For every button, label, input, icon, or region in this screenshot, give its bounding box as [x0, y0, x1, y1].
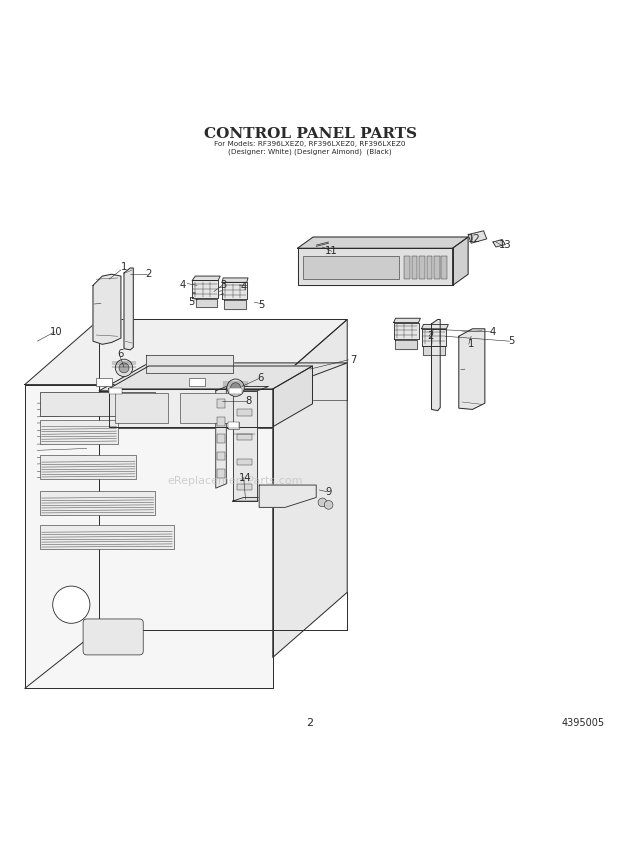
Text: 10: 10 [50, 327, 62, 337]
Polygon shape [394, 323, 418, 339]
Polygon shape [232, 497, 268, 501]
Bar [96, 378, 112, 386]
Polygon shape [216, 386, 226, 488]
Bar [237, 484, 252, 490]
Bar [40, 420, 118, 443]
Polygon shape [108, 366, 312, 389]
Polygon shape [108, 389, 273, 427]
Polygon shape [273, 319, 347, 657]
Polygon shape [459, 329, 485, 409]
FancyBboxPatch shape [83, 619, 143, 655]
Text: 5: 5 [259, 300, 265, 310]
Bar [228, 422, 239, 429]
Text: CONTROL PANEL PARTS: CONTROL PANEL PARTS [203, 127, 417, 140]
Bar [404, 256, 410, 279]
Text: 6: 6 [257, 373, 264, 383]
Text: 12: 12 [468, 234, 481, 244]
Text: (Designer: White) (Designer Almond)  (Black): (Designer: White) (Designer Almond) (Bla… [228, 148, 392, 155]
Text: 1: 1 [468, 339, 474, 349]
Text: 5: 5 [188, 297, 194, 307]
Polygon shape [232, 386, 268, 391]
Bar [228, 422, 239, 428]
Circle shape [119, 363, 129, 373]
Text: For Models: RF396LXEZ0, RF396LXEZ0, RF396LXEZ0: For Models: RF396LXEZ0, RF396LXEZ0, RF39… [215, 141, 405, 147]
Bar [412, 256, 417, 279]
Bar [217, 434, 225, 443]
Text: 4: 4 [180, 281, 186, 290]
Text: 14: 14 [239, 473, 251, 483]
Polygon shape [493, 240, 505, 247]
Text: 3: 3 [220, 281, 226, 290]
Bar [189, 378, 205, 386]
Polygon shape [222, 278, 248, 282]
Polygon shape [146, 355, 232, 373]
Polygon shape [298, 237, 468, 248]
Bar [217, 417, 225, 425]
Bar [115, 393, 168, 423]
Bar [237, 409, 252, 416]
Polygon shape [423, 346, 445, 355]
Circle shape [53, 586, 90, 623]
Circle shape [324, 501, 333, 509]
Polygon shape [422, 324, 448, 329]
Polygon shape [222, 282, 247, 299]
Bar [109, 388, 122, 394]
Text: 9: 9 [326, 487, 332, 496]
Text: 2: 2 [428, 331, 434, 342]
Polygon shape [468, 231, 487, 243]
Bar [217, 400, 225, 408]
Polygon shape [422, 329, 446, 346]
Bar [40, 392, 155, 416]
Polygon shape [432, 319, 440, 411]
Bar [237, 459, 252, 465]
Text: 11: 11 [326, 247, 338, 256]
Bar [434, 256, 440, 279]
Bar [427, 256, 432, 279]
Text: 5: 5 [508, 336, 514, 346]
Text: 4395005: 4395005 [561, 717, 604, 728]
Polygon shape [25, 384, 273, 688]
Bar [217, 452, 225, 461]
Polygon shape [93, 274, 121, 344]
Bar [303, 256, 399, 279]
Text: 7: 7 [350, 354, 356, 365]
Text: 6: 6 [118, 348, 124, 359]
Polygon shape [224, 300, 246, 309]
Bar [40, 491, 155, 514]
Text: 4: 4 [241, 282, 247, 292]
Bar [419, 256, 425, 279]
Bar [229, 388, 242, 394]
Polygon shape [395, 340, 417, 348]
Polygon shape [99, 391, 273, 428]
Text: 2: 2 [146, 270, 152, 279]
Text: 1: 1 [121, 262, 127, 272]
Text: 2: 2 [306, 717, 314, 728]
Polygon shape [25, 319, 347, 384]
Text: 13: 13 [499, 240, 511, 250]
Polygon shape [99, 363, 347, 391]
Bar [180, 393, 232, 423]
Bar [237, 434, 252, 440]
Polygon shape [192, 276, 220, 281]
Bar [40, 455, 136, 479]
Polygon shape [273, 366, 312, 427]
Circle shape [231, 383, 241, 393]
Bar [40, 526, 174, 549]
Polygon shape [232, 391, 257, 501]
Text: eReplacementParts.com: eReplacementParts.com [168, 476, 303, 485]
Polygon shape [394, 318, 420, 323]
Circle shape [318, 498, 327, 507]
Text: 8: 8 [245, 396, 251, 407]
Polygon shape [453, 237, 468, 285]
Text: 4: 4 [490, 327, 496, 337]
Polygon shape [192, 281, 218, 298]
Bar [217, 469, 225, 478]
Circle shape [115, 360, 133, 377]
Polygon shape [259, 485, 316, 508]
Polygon shape [196, 299, 217, 307]
Polygon shape [298, 248, 453, 285]
Polygon shape [124, 268, 133, 350]
Circle shape [227, 379, 244, 396]
Bar [441, 256, 447, 279]
